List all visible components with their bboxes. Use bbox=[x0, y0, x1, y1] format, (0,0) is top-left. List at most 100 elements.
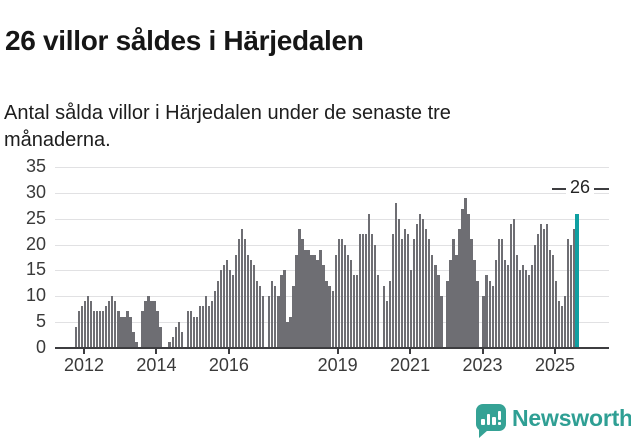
bar bbox=[114, 301, 117, 348]
bar bbox=[301, 239, 304, 348]
bar bbox=[361, 234, 365, 348]
bar bbox=[268, 296, 271, 348]
logo-bar-icon bbox=[492, 417, 496, 425]
bar bbox=[461, 208, 464, 348]
bar bbox=[237, 239, 241, 348]
y-axis-label: 20 bbox=[25, 233, 46, 254]
bar bbox=[298, 229, 301, 348]
bar bbox=[416, 223, 419, 348]
bar bbox=[153, 301, 156, 348]
bar bbox=[422, 218, 425, 348]
x-axis-label: 2025 bbox=[534, 355, 575, 375]
bar bbox=[204, 296, 208, 348]
bar bbox=[102, 311, 105, 348]
bar bbox=[370, 234, 374, 348]
bar bbox=[120, 316, 123, 348]
bar bbox=[473, 260, 476, 348]
bar bbox=[292, 285, 295, 348]
bar bbox=[364, 234, 368, 348]
bar bbox=[174, 326, 177, 348]
bar bbox=[96, 311, 99, 348]
bar bbox=[198, 306, 202, 348]
bar bbox=[222, 265, 226, 348]
bar bbox=[129, 316, 132, 348]
bar bbox=[467, 213, 470, 348]
x-axis-label: 2014 bbox=[136, 355, 177, 375]
x-axis-label: 2023 bbox=[462, 355, 503, 375]
newsworthy-logo-icon bbox=[476, 404, 506, 431]
newsworthy-brand-link[interactable]: Newsworthy bbox=[476, 403, 631, 439]
bar bbox=[464, 198, 467, 348]
bar bbox=[108, 301, 111, 348]
x-axis-tick bbox=[227, 348, 230, 355]
x-axis-tick bbox=[155, 348, 158, 355]
bar bbox=[554, 280, 558, 348]
page-title: 26 villor såldes i Härjedalen bbox=[5, 24, 364, 56]
bar bbox=[213, 290, 217, 348]
bar bbox=[168, 342, 171, 348]
bar bbox=[159, 326, 162, 348]
bar bbox=[289, 316, 292, 348]
bar bbox=[340, 239, 343, 348]
bar bbox=[413, 239, 416, 348]
bar bbox=[304, 249, 307, 348]
y-axis-label: 5 bbox=[35, 310, 46, 331]
gridline bbox=[55, 244, 609, 246]
bar bbox=[506, 265, 509, 348]
bar bbox=[352, 275, 355, 348]
bar bbox=[455, 254, 458, 348]
y-axis-label: 10 bbox=[25, 285, 46, 306]
bar bbox=[147, 296, 150, 348]
bar bbox=[89, 301, 93, 348]
bar bbox=[77, 311, 81, 348]
bar bbox=[259, 285, 262, 348]
bar bbox=[86, 296, 90, 348]
bar bbox=[542, 229, 546, 348]
bar bbox=[207, 306, 211, 348]
x-axis-line bbox=[55, 346, 609, 349]
bar bbox=[557, 301, 561, 348]
bar bbox=[99, 311, 102, 348]
bar bbox=[530, 265, 534, 348]
y-axis-label: 35 bbox=[25, 156, 46, 177]
bar bbox=[177, 321, 180, 348]
bar bbox=[488, 280, 491, 348]
bar bbox=[548, 249, 552, 348]
bar bbox=[518, 270, 522, 348]
bar bbox=[80, 306, 84, 348]
x-axis-tick bbox=[409, 348, 412, 355]
bar bbox=[256, 280, 259, 348]
bar bbox=[419, 213, 422, 348]
chart-subtitle: Antal sålda villor i Härjedalen under de… bbox=[4, 102, 451, 151]
bar bbox=[331, 290, 334, 348]
bar bbox=[509, 223, 512, 348]
bar bbox=[397, 218, 401, 348]
bar bbox=[135, 342, 138, 348]
bar bbox=[497, 239, 500, 348]
bar bbox=[521, 265, 525, 348]
bar bbox=[400, 239, 404, 348]
y-axis-label: 0 bbox=[35, 336, 46, 357]
bar bbox=[156, 311, 159, 348]
bar bbox=[150, 301, 153, 348]
bar bbox=[573, 229, 576, 348]
bar bbox=[201, 306, 205, 348]
bar bbox=[234, 254, 238, 348]
bar bbox=[313, 254, 316, 348]
x-axis-label: 2016 bbox=[208, 355, 249, 375]
bar bbox=[126, 311, 129, 348]
bar bbox=[437, 275, 440, 348]
bar bbox=[385, 301, 389, 348]
bar bbox=[425, 229, 428, 348]
brand-name: Newsworthy bbox=[512, 405, 631, 431]
bar bbox=[328, 285, 331, 348]
logo-speech-tail bbox=[479, 430, 488, 438]
x-axis-label: 2021 bbox=[390, 355, 431, 375]
gridline bbox=[55, 167, 609, 169]
bar bbox=[428, 239, 431, 348]
bar bbox=[545, 223, 549, 348]
bar bbox=[536, 234, 540, 348]
bar bbox=[192, 316, 195, 348]
bar bbox=[491, 285, 494, 348]
